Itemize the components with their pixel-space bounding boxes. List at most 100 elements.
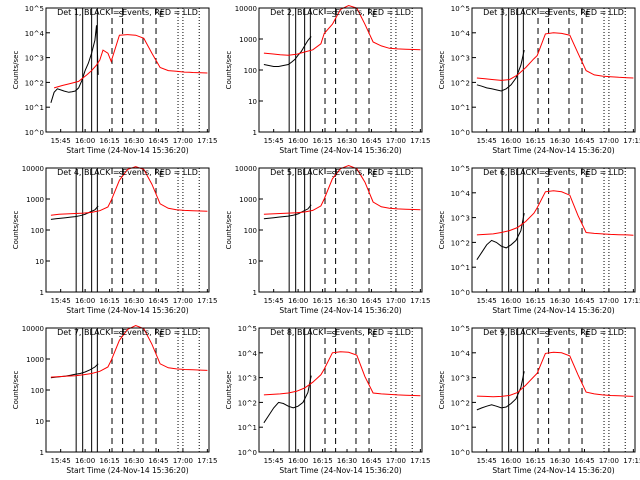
panel-title: Det 7, BLACK = Events, RED = LLD [57, 328, 198, 337]
y-tick-label: 1 [253, 289, 257, 297]
x-tick-label: 16:30 [124, 297, 144, 305]
panel-title: Det 3, BLACK = Events, RED = LLD [483, 8, 624, 17]
x-tick-label: 15:45 [51, 297, 71, 305]
plot-frame [45, 327, 210, 453]
series-line-events [476, 213, 525, 260]
y-tick-label: 10^0 [25, 129, 44, 137]
panel-title: Det 1, BLACK = Events, RED = LLD [57, 8, 198, 17]
y-tick-label: 10^5 [238, 325, 257, 333]
series-line-events [476, 371, 525, 411]
x-tick-label: 17:00 [599, 457, 619, 465]
y-tick-label: 10 [35, 418, 44, 426]
x-tick-label: 16:00 [75, 457, 95, 465]
x-tick-label: 16:15 [312, 137, 332, 145]
y-tick-label: 1 [40, 449, 44, 457]
y-tick-label: 10^0 [451, 129, 470, 137]
marker-e: E [585, 170, 590, 179]
x-tick-label: 15:45 [477, 457, 497, 465]
x-tick-label: 17:00 [173, 457, 193, 465]
x-tick-label: 16:00 [501, 297, 521, 305]
series-line-lld [53, 34, 208, 89]
x-tick-label: 17:15 [197, 297, 217, 305]
y-tick-label: 10^1 [451, 424, 470, 432]
panel-det-1: S E 15:45 16:00 16:15 16:30 16:45 17:00 17:15 10^… [12, 5, 217, 155]
x-axis-label: Start Time (24-Nov-14 15:36:20) [279, 306, 401, 315]
y-axis-label: Counts/sec [438, 371, 446, 410]
x-tick-label: 16:45 [361, 457, 381, 465]
series-line-lld [263, 164, 421, 215]
x-tick-label: 17:15 [410, 297, 430, 305]
plot-frame [258, 327, 423, 453]
x-tick-label: 16:00 [75, 137, 95, 145]
panel-det-8: S E 15:45 16:00 16:15 16:30 16:45 17:00 17:15 10^… [225, 325, 430, 475]
plot-frame [471, 167, 636, 293]
marker-e: E [585, 330, 590, 339]
y-tick-label: 10^2 [451, 399, 470, 407]
panel-det-4: S E 15:45 16:00 16:15 16:30 16:45 17:00 17:15 100… [12, 165, 217, 315]
y-tick-label: 10^1 [238, 424, 257, 432]
y-tick-label: 10^4 [451, 350, 471, 358]
marker-e: E [372, 330, 377, 339]
marker-e: E [372, 170, 377, 179]
x-axis-label: Start Time (24-Nov-14 15:36:20) [279, 146, 401, 155]
y-tick-label: 10000 [235, 165, 257, 173]
panel-title: Det 6, BLACK = Events, RED = LLD [483, 168, 624, 177]
x-tick-label: 16:30 [550, 297, 570, 305]
y-tick-label: 10^3 [451, 55, 470, 63]
x-tick-label: 16:45 [148, 297, 168, 305]
marker-e: E [159, 170, 164, 179]
y-tick-label: 10^1 [451, 264, 470, 272]
x-tick-label: 16:15 [312, 297, 332, 305]
y-tick-label: 10000 [22, 165, 44, 173]
y-tick-label: 100 [244, 227, 257, 235]
series-line-lld [476, 190, 634, 236]
y-tick-label: 10^5 [451, 5, 470, 13]
y-tick-label: 1000 [239, 36, 257, 44]
panel-det-9: S E 15:45 16:00 16:15 16:30 16:45 17:00 17:15 10^… [438, 325, 640, 475]
x-tick-label: 16:30 [124, 457, 144, 465]
y-tick-label: 10^3 [451, 215, 470, 223]
x-tick-label: 16:00 [501, 457, 521, 465]
x-tick-label: 16:30 [550, 457, 570, 465]
plot-frame [471, 7, 636, 133]
x-tick-label: 15:45 [477, 297, 497, 305]
x-tick-label: 15:45 [264, 457, 284, 465]
series-line-events [263, 204, 312, 220]
y-tick-label: 10^3 [25, 55, 44, 63]
marker-e: E [372, 10, 377, 19]
x-tick-label: 17:15 [410, 137, 430, 145]
series-line-events [263, 375, 312, 424]
marker-s: S [119, 10, 124, 19]
plot-frame [45, 167, 210, 293]
y-tick-label: 100 [244, 67, 257, 75]
x-tick-label: 15:45 [51, 137, 71, 145]
x-axis-label: Start Time (24-Nov-14 15:36:20) [492, 306, 614, 315]
x-tick-label: 16:45 [574, 137, 594, 145]
y-tick-label: 100 [31, 227, 44, 235]
series-line-lld [476, 32, 634, 81]
y-tick-label: 10000 [235, 5, 257, 13]
y-tick-label: 10000 [22, 325, 44, 333]
x-tick-label: 15:45 [477, 137, 497, 145]
series-line-lld [50, 166, 208, 216]
y-tick-label: 10^4 [451, 30, 471, 38]
x-tick-label: 16:00 [501, 137, 521, 145]
y-tick-label: 1000 [239, 196, 257, 204]
series-line-events [476, 49, 525, 92]
panel-title: Det 9, BLACK = Events, RED = LLD [483, 328, 624, 337]
x-tick-label: 15:45 [264, 137, 284, 145]
x-tick-label: 16:00 [288, 137, 308, 145]
plot-frame [258, 7, 423, 133]
y-tick-label: 10^5 [451, 325, 470, 333]
y-tick-label: 100 [31, 387, 44, 395]
y-tick-label: 10^5 [25, 5, 44, 13]
x-tick-label: 16:30 [124, 137, 144, 145]
y-axis-label: Counts/sec [12, 51, 20, 90]
x-tick-label: 16:45 [148, 457, 168, 465]
y-axis-label: Counts/sec [438, 211, 446, 250]
x-tick-label: 17:15 [623, 297, 640, 305]
x-tick-label: 16:15 [99, 297, 119, 305]
x-tick-label: 17:00 [386, 137, 406, 145]
x-tick-label: 16:45 [574, 297, 594, 305]
y-tick-label: 10 [248, 258, 257, 266]
